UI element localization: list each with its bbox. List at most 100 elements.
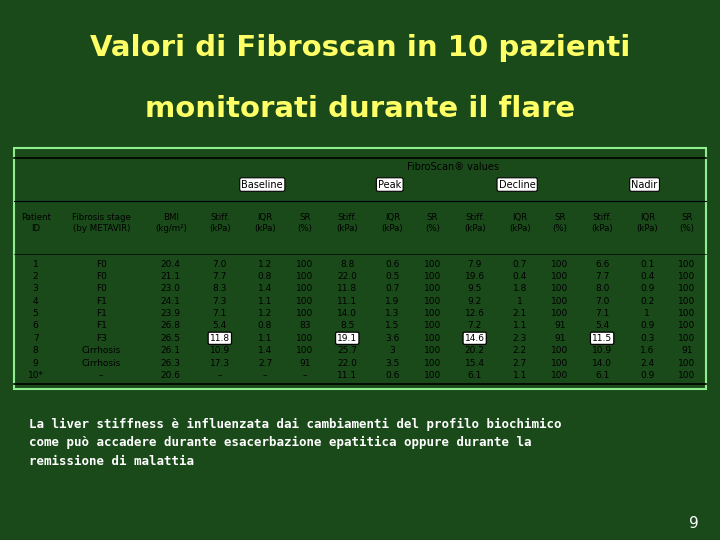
Text: 2.7: 2.7 [258,359,272,368]
Text: Stiff.
(kPa): Stiff. (kPa) [336,213,358,233]
Text: F1: F1 [96,309,107,318]
Text: 100: 100 [423,309,441,318]
Text: 7: 7 [33,334,38,343]
Text: F0: F0 [96,272,107,281]
Text: 26.3: 26.3 [161,359,181,368]
Text: 25.7: 25.7 [337,346,357,355]
Text: 100: 100 [423,284,441,293]
Text: Cirrhosis: Cirrhosis [81,359,121,368]
Text: IQR
(kPa): IQR (kPa) [254,213,276,233]
Text: FibroScan® values: FibroScan® values [408,161,500,172]
Text: 3.5: 3.5 [385,359,400,368]
Text: 91: 91 [299,359,310,368]
Text: 100: 100 [678,321,696,330]
Text: 100: 100 [551,260,568,268]
Text: 14.0: 14.0 [592,359,612,368]
Text: 2.3: 2.3 [513,334,527,343]
Text: 100: 100 [423,260,441,268]
Text: Stiff.
(kPa): Stiff. (kPa) [464,213,485,233]
Text: 14.0: 14.0 [337,309,357,318]
Text: 9.5: 9.5 [467,284,482,293]
Text: F1: F1 [96,296,107,306]
Text: –: – [263,371,267,380]
Text: 0.2: 0.2 [640,296,654,306]
Text: 7.7: 7.7 [212,272,227,281]
Text: 1.3: 1.3 [385,309,400,318]
Text: 9.2: 9.2 [467,296,482,306]
Text: 0.5: 0.5 [385,272,400,281]
Text: 1.4: 1.4 [258,346,272,355]
Text: 100: 100 [678,371,696,380]
Text: 15.4: 15.4 [464,359,485,368]
Text: 100: 100 [296,334,313,343]
Text: IQR
(kPa): IQR (kPa) [509,213,531,233]
Text: Peak: Peak [378,179,401,190]
Text: F1: F1 [96,321,107,330]
Text: SR
(%): SR (%) [552,213,567,233]
Text: 1.1: 1.1 [258,296,272,306]
Text: 100: 100 [551,272,568,281]
Text: Fibrosis stage
(by METAVIR): Fibrosis stage (by METAVIR) [72,213,131,233]
Text: 100: 100 [678,272,696,281]
Text: –: – [99,371,104,380]
Text: Baseline: Baseline [241,179,283,190]
Text: 83: 83 [299,321,310,330]
Text: 100: 100 [551,309,568,318]
Text: 1.2: 1.2 [258,309,272,318]
Text: 100: 100 [423,334,441,343]
Text: 5.4: 5.4 [595,321,609,330]
Text: IQR
(kPa): IQR (kPa) [382,213,403,233]
Text: 7.0: 7.0 [595,296,609,306]
Text: Valori di Fibroscan in 10 pazienti: Valori di Fibroscan in 10 pazienti [90,35,630,63]
Text: Decline: Decline [499,179,536,190]
Text: 100: 100 [423,346,441,355]
Text: 8.8: 8.8 [340,260,354,268]
Text: 22.0: 22.0 [337,359,357,368]
Text: 7.1: 7.1 [212,309,227,318]
Text: 100: 100 [678,296,696,306]
Text: 0.9: 0.9 [640,321,654,330]
Text: 100: 100 [296,284,313,293]
Text: 19.1: 19.1 [337,334,357,343]
Text: 7.2: 7.2 [467,321,482,330]
Text: 1.6: 1.6 [640,346,654,355]
Text: 8.0: 8.0 [595,284,609,293]
Text: 0.7: 0.7 [513,260,527,268]
Text: BMI
(kg/m²): BMI (kg/m²) [155,213,186,233]
Text: 2: 2 [33,272,38,281]
Text: 1.4: 1.4 [258,284,272,293]
Text: 100: 100 [423,321,441,330]
Text: 9: 9 [688,516,698,531]
Text: 1.2: 1.2 [258,260,272,268]
Text: 100: 100 [551,371,568,380]
Text: 6.6: 6.6 [595,260,609,268]
Text: 1: 1 [517,296,523,306]
Text: 3: 3 [33,284,38,293]
Text: 100: 100 [296,260,313,268]
Text: 91: 91 [554,334,565,343]
Text: 1.5: 1.5 [385,321,400,330]
Text: 7.3: 7.3 [212,296,227,306]
Text: 100: 100 [551,359,568,368]
Text: 0.4: 0.4 [640,272,654,281]
Text: 21.1: 21.1 [161,272,181,281]
Text: 100: 100 [678,284,696,293]
Text: 17.3: 17.3 [210,359,230,368]
Text: 20.4: 20.4 [161,260,181,268]
Text: 3: 3 [390,346,395,355]
Text: 1: 1 [644,309,650,318]
Text: 100: 100 [678,260,696,268]
Text: 5.4: 5.4 [212,321,227,330]
Text: 14.6: 14.6 [464,334,485,343]
Text: 1: 1 [33,260,38,268]
Text: 0.9: 0.9 [640,371,654,380]
Text: 8.5: 8.5 [340,321,354,330]
Text: 0.9: 0.9 [640,284,654,293]
Text: 0.1: 0.1 [640,260,654,268]
Text: Stiff.
(kPa): Stiff. (kPa) [209,213,230,233]
Text: 20.6: 20.6 [161,371,181,380]
Text: 7.1: 7.1 [595,309,609,318]
Text: 1.8: 1.8 [513,284,527,293]
Text: 26.5: 26.5 [161,334,181,343]
Text: SR
(%): SR (%) [425,213,440,233]
